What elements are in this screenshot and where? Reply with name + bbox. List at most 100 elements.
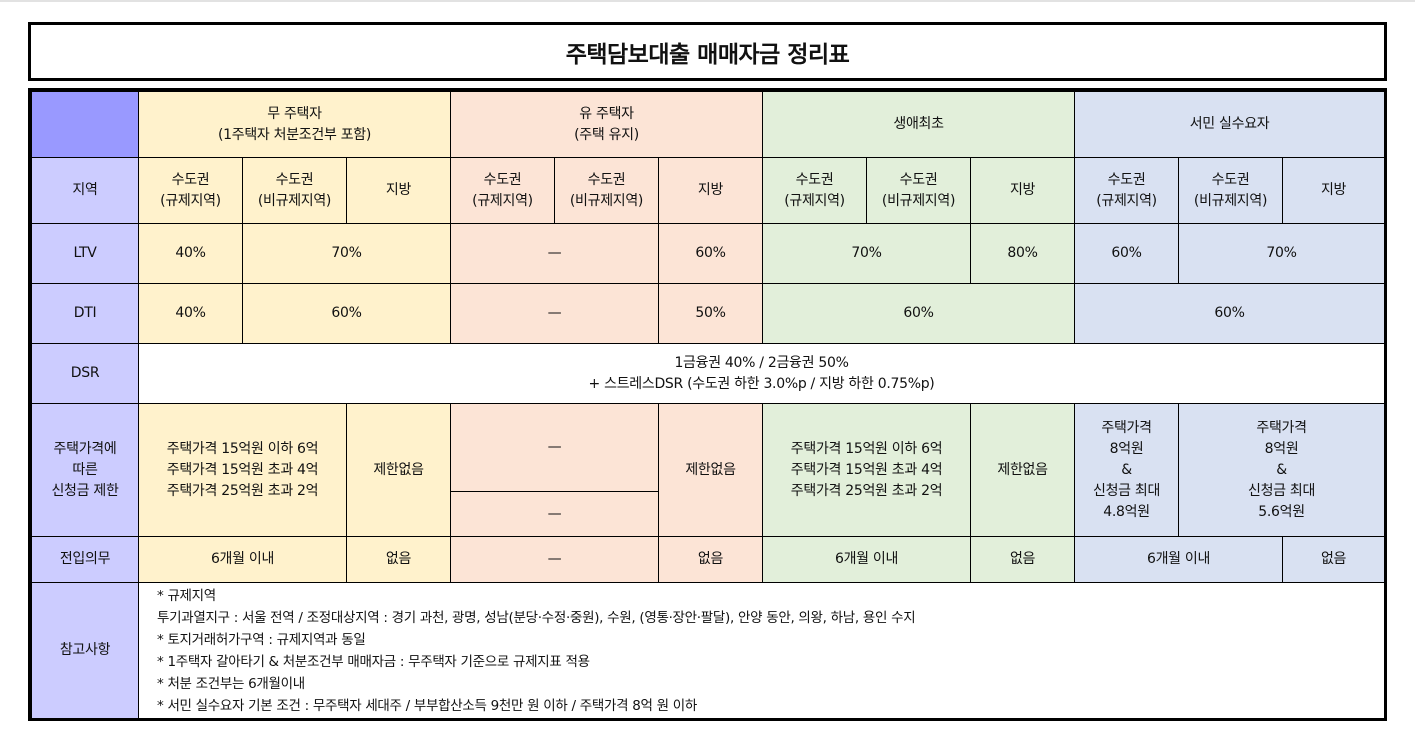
ltv-first-time-local: 80% bbox=[970, 223, 1076, 284]
price-limit-low-income-other: 주택가격 8억원 & 신청금 최대 5.6억원 bbox=[1178, 403, 1386, 537]
dti-no-home-regulated: 40% bbox=[138, 283, 243, 344]
price-limit-subrow: — bbox=[32, 491, 1385, 537]
move-in-low-income-capital: 6개월 이내 bbox=[1074, 536, 1284, 583]
region-name: 수도권 bbox=[483, 171, 522, 188]
ltv-low-income-other: 70% bbox=[1178, 223, 1386, 284]
region-qualifier: (규제지역) bbox=[1096, 192, 1157, 209]
move-in-first-time-capital: 6개월 이내 bbox=[762, 536, 972, 583]
move-in-no-home-local: 없음 bbox=[346, 536, 451, 583]
row-label-ltv: LTV bbox=[31, 223, 139, 284]
move-in-no-home-capital: 6개월 이내 bbox=[138, 536, 347, 583]
group-subtitle: (주택 유지) bbox=[574, 126, 639, 143]
region-qualifier: (비규제지역) bbox=[257, 192, 332, 209]
region-local: 지방 bbox=[970, 157, 1076, 224]
region-capital-non-regulated: 수도권 (비규제지역) bbox=[242, 157, 347, 224]
row-label-move-in: 전입의무 bbox=[31, 536, 139, 583]
region-name: 수도권 bbox=[1107, 171, 1146, 188]
row-label-notes: 참고사항 bbox=[31, 582, 139, 719]
dti-row: DTI 40% 60% — 50% 60% 60% bbox=[31, 283, 1386, 344]
limit-line: 8억원 bbox=[1109, 440, 1144, 457]
dsr-row: DSR 1금융권 40% / 2금융권 50% + 스트레스DSR (수도권 하… bbox=[31, 343, 1386, 404]
ltv-home-owner-local: 60% bbox=[657, 223, 764, 284]
dti-first-time: 60% bbox=[762, 283, 1076, 344]
region-local: 지방 bbox=[657, 157, 764, 224]
note-line: 투기과열지구 : 서울 전역 / 조정대상지역 : 경기 과천, 광명, 성남(… bbox=[157, 609, 916, 626]
region-name: 수도권 bbox=[795, 171, 834, 188]
limit-line: 주택가격 15억원 이하 6억 bbox=[166, 440, 319, 457]
move-in-row: 전입의무 6개월 이내 없음 — 없음 6개월 이내 없음 6개월 이내 없음 bbox=[31, 536, 1386, 583]
limit-line: 주택가격 25억원 초과 2억 bbox=[166, 482, 319, 499]
note-line: * 1주택자 갈아타기 & 처분조건부 매매자금 : 무주택자 기준으로 규제지… bbox=[157, 653, 590, 670]
region-qualifier: (비규제지역) bbox=[1193, 192, 1268, 209]
region-name: 수도권 bbox=[1211, 171, 1250, 188]
group-header-home-owner: 유 주택자 (주택 유지) bbox=[449, 91, 764, 158]
price-limit-first-time-capital: 주택가격 15억원 이하 6억 주택가격 15억원 초과 4억 주택가격 25억… bbox=[762, 403, 972, 537]
dsr-line-1: 1금융권 40% / 2금융권 50% bbox=[674, 354, 849, 371]
limit-line: & bbox=[1276, 461, 1287, 478]
notes-row: 참고사항 * 규제지역 투기과열지구 : 서울 전역 / 조정대상지역 : 경기… bbox=[31, 582, 1386, 719]
dti-low-income: 60% bbox=[1074, 283, 1386, 344]
limit-line: 주택가격 25억원 초과 2억 bbox=[790, 482, 943, 499]
region-qualifier: (규제지역) bbox=[784, 192, 845, 209]
group-subtitle: (1주택자 처분조건부 포함) bbox=[217, 126, 372, 143]
row-label-region: 지역 bbox=[31, 157, 139, 224]
limit-line: 신청금 최대 bbox=[1093, 482, 1161, 499]
limit-line: 4.8억원 bbox=[1103, 503, 1150, 520]
limit-line: 주택가격 15억원 초과 4억 bbox=[166, 461, 319, 478]
price-limit-first-time-local: 제한없음 bbox=[970, 403, 1076, 537]
price-limit-no-home-local: 제한없음 bbox=[346, 403, 451, 537]
limit-line: 주택가격 15억원 이하 6억 bbox=[790, 440, 943, 457]
move-in-home-owner-local: 없음 bbox=[657, 536, 764, 583]
top-divider bbox=[0, 0, 1415, 2]
limit-line: 신청금 최대 bbox=[1248, 482, 1316, 499]
label-line: 따른 bbox=[72, 461, 98, 478]
note-line: * 규제지역 bbox=[157, 587, 216, 604]
row-label-dsr: DSR bbox=[31, 343, 139, 404]
note-line: * 처분 조건부는 6개월이내 bbox=[157, 675, 305, 692]
region-name: 수도권 bbox=[275, 171, 314, 188]
group-title: 유 주택자 bbox=[579, 105, 634, 122]
limit-line: 5.6억원 bbox=[1258, 503, 1305, 520]
limit-line: 주택가격 bbox=[1256, 419, 1307, 436]
region-capital-non-regulated: 수도권 (비규제지역) bbox=[1178, 157, 1284, 224]
page-title: 주택담보대출 매매자금 정리표 bbox=[565, 41, 850, 68]
dsr-line-2: + 스트레스DSR (수도권 하한 3.0%p / 지방 하한 0.75%p) bbox=[588, 375, 935, 392]
ltv-no-home-regulated: 40% bbox=[138, 223, 243, 284]
dti-no-home-other: 60% bbox=[242, 283, 451, 344]
move-in-home-owner-capital: — bbox=[450, 536, 659, 583]
dti-home-owner-capital: — bbox=[450, 283, 659, 344]
region-capital-regulated: 수도권 (규제지역) bbox=[1074, 157, 1180, 224]
region-qualifier: (규제지역) bbox=[160, 192, 221, 209]
price-limit-home-owner-capital-top: — bbox=[450, 403, 659, 492]
price-limit-low-income-regulated: 주택가격 8억원 & 신청금 최대 4.8억원 bbox=[1074, 403, 1180, 537]
loan-summary-table: 무 주택자 (1주택자 처분조건부 포함) 유 주택자 (주택 유지) 생애최초… bbox=[31, 91, 1386, 719]
region-name: 수도권 bbox=[899, 171, 938, 188]
move-in-first-time-local: 없음 bbox=[970, 536, 1076, 583]
region-capital-non-regulated: 수도권 (비규제지역) bbox=[866, 157, 972, 224]
price-limit-home-owner-local: 제한없음 bbox=[657, 403, 764, 537]
group-header-row: 무 주택자 (1주택자 처분조건부 포함) 유 주택자 (주택 유지) 생애최초… bbox=[31, 91, 1386, 158]
group-title: 서민 실수요자 bbox=[1189, 116, 1270, 132]
limit-line: 주택가격 bbox=[1101, 419, 1152, 436]
title-banner: 주택담보대출 매매자금 정리표 bbox=[28, 22, 1387, 81]
region-capital-non-regulated: 수도권 (비규제지역) bbox=[554, 157, 659, 224]
region-capital-regulated: 수도권 (규제지역) bbox=[450, 157, 555, 224]
note-line: * 토지거래허가구역 : 규제지역과 동일 bbox=[157, 631, 366, 648]
row-label-dti: DTI bbox=[31, 283, 139, 344]
region-local: 지방 bbox=[1282, 157, 1386, 224]
ltv-no-home-other: 70% bbox=[242, 223, 451, 284]
group-header-no-home: 무 주택자 (1주택자 처분조건부 포함) bbox=[138, 91, 451, 158]
ltv-home-owner-capital: — bbox=[450, 223, 659, 284]
price-limit-home-owner-capital-bottom: — bbox=[450, 491, 659, 537]
note-line: * 서민 실수요자 기본 조건 : 무주택자 세대주 / 부부합산소득 9천만 … bbox=[157, 697, 697, 714]
group-header-low-income: 서민 실수요자 bbox=[1074, 91, 1386, 158]
region-row: 지역 수도권 (규제지역) 수도권 (비규제지역) 지방 수도권 (규제지역) 수도권… bbox=[31, 157, 1386, 224]
loan-summary-table-wrapper: 무 주택자 (1주택자 처분조건부 포함) 유 주택자 (주택 유지) 생애최초… bbox=[28, 88, 1387, 721]
dsr-value: 1금융권 40% / 2금융권 50% + 스트레스DSR (수도권 하한 3.… bbox=[137, 343, 1386, 404]
label-line: 신청금 제한 bbox=[51, 482, 119, 499]
ltv-first-time-capital: 70% bbox=[762, 223, 972, 284]
notes-content: * 규제지역 투기과열지구 : 서울 전역 / 조정대상지역 : 경기 과천, … bbox=[137, 582, 1386, 719]
region-capital-regulated: 수도권 (규제지역) bbox=[762, 157, 868, 224]
move-in-low-income-local: 없음 bbox=[1282, 536, 1386, 583]
region-qualifier: (규제지역) bbox=[472, 192, 533, 209]
